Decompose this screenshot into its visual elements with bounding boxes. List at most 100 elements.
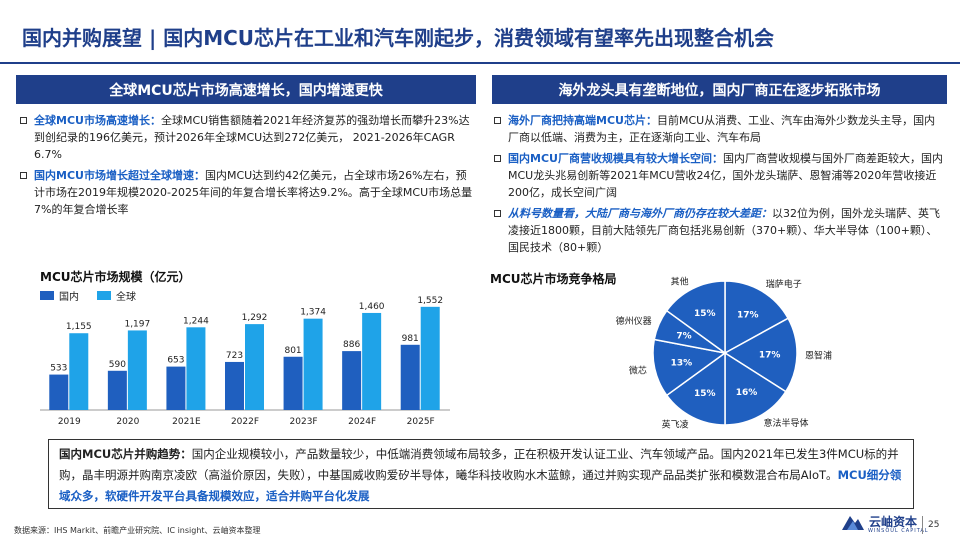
bar-value-label: 533: [50, 364, 67, 374]
bar-global-2025F: [420, 306, 440, 410]
right-panel-header: 海外龙头具有垄断地位，国内厂商正在逐步拓张市场: [492, 75, 947, 104]
bullet-lead: 从料号数量看，大陆厂商与海外厂商仍存在较大差距：: [508, 207, 772, 220]
bar-global-2019: [69, 333, 89, 410]
pie-slice-瑞萨电子: [724, 280, 790, 355]
bullet-text: 国内厂商营收规模与国外厂商差距较大，国内MCU龙头兆易创新等2021年MCU营收…: [508, 152, 943, 199]
bullet-text: 全球MCU销售额随着2021年经济复苏的强劲增长而攀升23%达到创纪录的196亿…: [34, 114, 470, 161]
pie-slice-英飞凌: [665, 351, 726, 426]
summary-lead: 国内MCU芯片并购趋势：: [59, 447, 192, 461]
bar-value-label: 590: [109, 360, 126, 370]
bar-value-label: 653: [167, 356, 184, 366]
bar-chart: 533 1,155 2019 590 1,197 2020 653 1,244 2021E 723…: [40, 296, 450, 427]
x-tick-label: 2024F: [348, 417, 376, 427]
bar-value-label: 1,552: [417, 296, 443, 306]
pie-value-label: 13%: [671, 359, 693, 369]
bar-global-2021E: [186, 327, 206, 410]
x-tick-label: 2025F: [407, 417, 435, 427]
pie-chart-title: MCU芯片市场竞争格局: [490, 272, 617, 286]
bullet-text: 国内MCU达到约42亿美元，占全球市场26%左右，预计市场在2019年规模202…: [34, 169, 473, 216]
bar-domestic-2023F: [283, 356, 303, 410]
x-tick-label: 2022F: [231, 417, 259, 427]
left-bullet-global: 全球MCU市场高速增长：全球MCU销售额随着2021年经济复苏的强劲增长而攀升2…: [20, 112, 475, 163]
bullet-lead: 全球MCU市场高速增长：: [34, 114, 161, 127]
bullet-lead: 海外厂商把持高端MCU芯片：: [508, 114, 657, 127]
legend-label-domestic: 国内: [59, 292, 79, 303]
bar-value-label: 801: [284, 346, 301, 356]
bar-global-2020: [127, 330, 147, 410]
bar-chart-legend: 国内 全球: [40, 288, 136, 303]
bar-value-label: 1,292: [242, 313, 268, 323]
source-note: 数据来源：IHS Markit、前瞻产业研究院、IC insight、云岫资本整…: [14, 526, 261, 535]
bar-chart-title: MCU芯片市场规模（亿元）: [40, 270, 191, 284]
legend-item-domestic: 国内: [40, 288, 79, 303]
bar-global-2024F: [362, 312, 382, 410]
logo-mountain-icon: [842, 516, 864, 530]
bar-value-label: 1,155: [66, 322, 92, 332]
left-bullet-domestic: 国内MCU市场增长超过全球增速：国内MCU达到约42亿美元，占全球市场26%左右…: [20, 167, 475, 218]
pie-slice-其他: [665, 280, 726, 355]
pie-category-label: 德州仪器: [616, 315, 652, 327]
legend-label-global: 全球: [116, 292, 136, 303]
bullet-box-icon: [494, 210, 501, 217]
bar-domestic-2025F: [400, 344, 420, 410]
bar-domestic-2022F: [225, 361, 244, 410]
pie-value-label: 17%: [737, 311, 759, 321]
bar-domestic-2024F: [342, 351, 362, 410]
bullet-box-icon: [494, 117, 501, 124]
pie-value-label: 7%: [676, 331, 691, 341]
bar-value-label: 1,374: [300, 308, 326, 318]
right-bullet-revenue: 国内MCU厂商营收规模具有较大增长空间：国内厂商营收规模与国外厂商差距较大，国内…: [494, 150, 946, 201]
page-title: 国内并购展望 | 国内MCU芯片在工业和汽车刚起步，消费领域有望率先出现整合机会: [22, 26, 775, 50]
x-tick-label: 2023F: [290, 417, 318, 427]
bar-value-label: 723: [226, 351, 243, 361]
bar-domestic-2021E: [166, 366, 186, 410]
pie-value-label: 17%: [759, 350, 781, 360]
pie-category-label: 微芯: [629, 364, 647, 376]
right-bullet-overseas: 海外厂商把持高端MCU芯片：目前MCU从消费、工业、汽车由海外少数龙头主导，国内…: [494, 112, 946, 146]
pie-category-label: 英飞凌: [662, 418, 689, 430]
x-tick-label: 2021E: [172, 417, 201, 427]
bar-global-2022F: [245, 324, 264, 410]
pie-slice-意法半导体: [724, 351, 787, 426]
summary-text: 国内企业规模较小，产品数量较少，中低端消费领域布局较多，正在积极开发认证工业、汽…: [59, 447, 899, 482]
bullet-box-icon: [20, 172, 27, 179]
page-separator: [922, 516, 923, 534]
right-bullet-partnumbers: 从料号数量看，大陆厂商与海外厂商仍存在较大差距：以32位为例，国外龙头瑞萨、英飞…: [494, 205, 946, 256]
pie-value-label: 15%: [694, 389, 716, 399]
right-bullet-list: 海外厂商把持高端MCU芯片：目前MCU从消费、工业、汽车由海外少数龙头主导，国内…: [494, 112, 946, 260]
bullet-box-icon: [494, 155, 501, 162]
bullet-text: 目前MCU从消费、工业、汽车由海外少数龙头主导，国内厂商以低端、消费为主，正在逐…: [508, 114, 936, 144]
bar-value-label: 1,244: [183, 316, 209, 326]
pie-category-label: 其他: [671, 276, 689, 288]
company-logo: 云岫资本 WINSOUL CAPITAL: [842, 512, 928, 534]
pie-value-label: 16%: [736, 388, 758, 398]
bar-domestic-2019: [49, 374, 69, 410]
x-tick-label: 2020: [116, 417, 139, 427]
pie-chart: 17% 瑞萨电子 17% 恩智浦 16% 意法半导体 15% 英飞凌 13% 微芯 7% 德州仪器 15…: [616, 276, 832, 431]
bullet-text: 以32位为例，国外龙头瑞萨、英飞凌接近1800颗，目前大陆领先厂商包括兆易创新（…: [508, 207, 940, 254]
bar-value-label: 886: [343, 340, 360, 350]
summary-highlight: MCU细分领域众多，软硬件开发平台具备规模效应，适合并购平台化发展: [59, 468, 902, 503]
bullet-lead: 国内MCU厂商营收规模具有较大增长空间：: [508, 152, 723, 165]
pie-value-label: 15%: [694, 309, 716, 319]
pie-category-label: 恩智浦: [805, 350, 832, 362]
pie-category-label: 瑞萨电子: [766, 278, 802, 290]
logo-text: 云岫资本: [869, 514, 918, 529]
pie-category-label: 意法半导体: [764, 417, 809, 429]
bar-domestic-2020: [107, 370, 127, 410]
bar-global-2023F: [303, 318, 323, 410]
bullet-lead: 国内MCU市场增长超过全球增速：: [34, 169, 205, 182]
title-bar: 国内并购展望 | 国内MCU芯片在工业和汽车刚起步，消费领域有望率先出现整合机会: [0, 0, 960, 66]
legend-swatch-domestic: [40, 291, 54, 300]
bar-value-label: 1,460: [359, 302, 385, 312]
left-bullet-list: 全球MCU市场高速增长：全球MCU销售额随着2021年经济复苏的强劲增长而攀升2…: [20, 112, 475, 222]
legend-item-global: 全球: [97, 288, 136, 303]
x-tick-label: 2019: [58, 417, 81, 427]
left-panel-header: 全球MCU芯片市场高速增长，国内增速更快: [16, 75, 476, 104]
bar-value-label: 1,197: [124, 319, 150, 329]
legend-swatch-global: [97, 291, 111, 300]
title-rule: [0, 62, 960, 64]
pie-slice-微芯: [652, 338, 727, 397]
pie-slice-恩智浦: [723, 317, 798, 393]
bullet-box-icon: [20, 117, 27, 124]
